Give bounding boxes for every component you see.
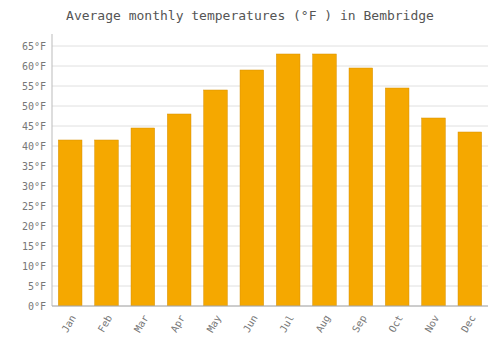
grid-line [52, 86, 488, 87]
bars [58, 54, 481, 306]
bar [167, 114, 191, 306]
bar [458, 132, 482, 306]
bar [240, 70, 264, 306]
x-tick-label: Jul [277, 313, 296, 334]
bar [313, 54, 337, 306]
x-tick-label: Feb [96, 313, 115, 334]
y-tick-label: 25°F [22, 201, 46, 212]
bar [349, 68, 373, 306]
y-tick-label: 40°F [22, 141, 46, 152]
bar [131, 128, 155, 306]
chart: Average monthly temperatures (°F ) in Be… [0, 0, 500, 350]
x-tick-label: Jun [241, 313, 260, 334]
y-tick-label: 0°F [28, 301, 46, 312]
x-tick-label: Dec [459, 313, 478, 334]
bar [422, 118, 446, 306]
x-tick-label: Sep [350, 313, 369, 334]
grid-line [52, 66, 488, 67]
y-tick-label: 65°F [22, 41, 46, 52]
x-tick-label: Nov [423, 313, 442, 334]
x-tick-label: Oct [386, 313, 405, 334]
y-tick-label: 45°F [22, 121, 46, 132]
y-tick-label: 15°F [22, 241, 46, 252]
title: Average monthly temperatures (°F ) in Be… [66, 8, 434, 23]
y-tick-label: 10°F [22, 261, 46, 272]
bar [58, 140, 82, 306]
y-tick-label: 35°F [22, 161, 46, 172]
chart-container: Average monthly temperatures (°F ) in Be… [0, 0, 500, 350]
y-tick-label: 50°F [22, 101, 46, 112]
y-tick-label: 20°F [22, 221, 46, 232]
grid [52, 46, 488, 306]
bar [204, 90, 228, 306]
y-tick-label: 30°F [22, 181, 46, 192]
x-tick-label: Jan [59, 313, 78, 334]
grid-line [52, 46, 488, 47]
y-axis-line [52, 34, 53, 306]
bar [385, 88, 409, 306]
grid-line [52, 106, 488, 107]
grid-line [52, 306, 488, 307]
x-tick-label: Apr [168, 313, 187, 334]
x-tick-label: May [205, 313, 224, 334]
y-tick-label: 55°F [22, 81, 46, 92]
bar [276, 54, 300, 306]
x-tick-label: Aug [314, 313, 333, 334]
x-axis-line [52, 306, 488, 307]
bar [95, 140, 119, 306]
x-tick-label: Mar [132, 313, 151, 334]
y-tick-label: 60°F [22, 61, 46, 72]
y-tick-label: 5°F [28, 281, 46, 292]
